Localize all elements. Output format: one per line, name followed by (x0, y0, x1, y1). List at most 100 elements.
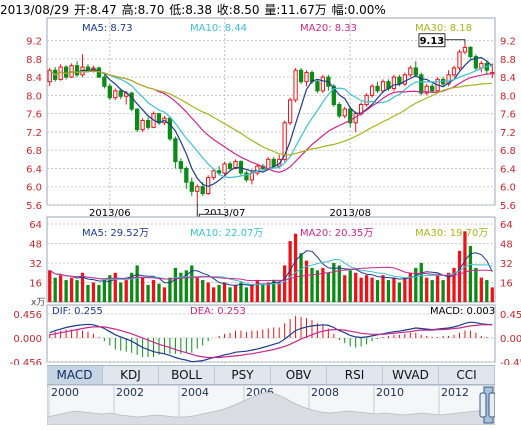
candle-body (113, 90, 118, 99)
volume-tick-right: 16 (500, 279, 513, 290)
timeline-navigator[interactable]: 2000 2002 2004 2006 2008 2010 2012 (47, 385, 495, 425)
candle-body (200, 186, 205, 195)
volume-bar (69, 277, 74, 302)
volume-bar (250, 284, 254, 302)
macd-legend-item: DIF: 0.255 (52, 306, 103, 317)
tab-wvad[interactable]: WVAD (383, 366, 439, 384)
volume-bar (228, 287, 232, 302)
stock-chart[interactable]: 9.2 9.2 8.8 8.8 8.4 8.4 8.0 8.0 7.6 7.6 7.2 7.2 6.8 6… (0, 0, 521, 365)
candle-body (287, 99, 293, 124)
volume-bar (80, 272, 85, 302)
candle-body (156, 113, 162, 124)
candle-body (446, 74, 451, 85)
tab-boll[interactable]: BOLL (159, 366, 215, 384)
price-tick-left: 7.2 (26, 128, 42, 139)
price-ma10-line (49, 65, 493, 179)
volume-bar (211, 287, 216, 302)
candle-body (468, 46, 473, 58)
tab-obv[interactable]: OBV (271, 366, 327, 384)
volume-bar (233, 284, 238, 302)
volume-bar (441, 280, 445, 302)
candle-body (167, 117, 173, 140)
volume-bar (403, 277, 407, 302)
candle-body (408, 67, 413, 76)
quote-volume: 量:11.67万 (264, 3, 327, 17)
price-tick-left: 7.6 (26, 110, 42, 121)
timeline-left-handle[interactable] (479, 392, 487, 418)
volume-legend-item: MA30: 19.70万 (415, 228, 488, 239)
volume-bar (392, 277, 396, 302)
price-panel-frame (46, 17, 496, 206)
candle-body (195, 186, 200, 192)
candle-body (369, 85, 375, 96)
candle-body (63, 66, 69, 78)
tab-rsi[interactable]: RSI (327, 366, 383, 384)
volume-bar (435, 275, 440, 302)
timeline-year-label: 2012 (441, 386, 469, 399)
volume-bar (321, 267, 325, 302)
volume-bar (91, 282, 96, 302)
volume-bar (468, 245, 473, 302)
volume-bar (457, 250, 462, 302)
volume-bar (255, 280, 259, 302)
price-tick-right: 6.0 (500, 183, 516, 194)
macd-legend-item: DEA: 0.253 (190, 306, 246, 317)
price-legend-item: MA20: 8.33 (300, 23, 357, 34)
candle-body (140, 120, 145, 131)
volume-bar (217, 284, 221, 302)
timeline-right-handle[interactable] (488, 392, 495, 418)
extreme-pointer (444, 39, 466, 44)
candle-body (129, 92, 134, 110)
quote-header: 2013/08/29 开:8.47 高:8.70 低:8.38 收:8.50 量… (0, 1, 387, 18)
price-tick-left: 8.0 (26, 91, 42, 102)
candle-body (135, 108, 140, 131)
candle-body (320, 76, 326, 92)
volume-tick-left: 16 (29, 279, 42, 290)
volume-bar (364, 275, 369, 302)
candle-body (102, 76, 107, 87)
volume-bar (135, 265, 139, 302)
candle-body (47, 69, 52, 83)
tab-cci[interactable]: CCI (439, 366, 495, 384)
candle-body (85, 66, 91, 71)
candle-body (391, 76, 397, 90)
volume-legend-item: MA10: 22.07万 (190, 228, 263, 239)
quote-high: 高:8.70 (121, 3, 165, 17)
volume-bar (173, 267, 178, 302)
macd-legend-item: MACD: 0.003 (430, 306, 495, 317)
volume-bar (277, 282, 281, 302)
extreme-value-box (418, 33, 446, 48)
quote-low: 低:8.38 (169, 3, 212, 17)
volume-bar (430, 280, 434, 302)
volume-bar (310, 267, 314, 302)
volume-bar (64, 280, 68, 302)
volume-bar (315, 270, 320, 302)
quote-close: 收:8.50 (216, 3, 260, 17)
tab-macd[interactable]: MACD (47, 366, 103, 384)
tab-kdj[interactable]: KDJ (103, 366, 159, 384)
candle-body (178, 161, 183, 169)
candle-body (233, 161, 238, 169)
volume-bar (474, 267, 478, 302)
price-tick-right: 7.6 (500, 110, 516, 121)
price-tick-left: 8.8 (26, 55, 42, 66)
timeline-year-label: 2002 (116, 386, 144, 399)
volume-bar (59, 275, 63, 302)
macd-dea-line (49, 324, 493, 359)
volume-bar (425, 277, 429, 302)
candle-body (304, 72, 309, 83)
candle-body (189, 181, 194, 192)
candle-body (145, 120, 151, 128)
volume-bar (157, 283, 161, 302)
tab-psy[interactable]: PSY (215, 366, 271, 384)
volume-tick-right: 48 (500, 240, 513, 251)
date-tick-label: 2013/07 (204, 208, 246, 219)
date-tick-label: 2013/06 (89, 208, 131, 219)
price-tick-left: 6.0 (26, 183, 42, 194)
volume-bar (266, 282, 270, 302)
macd-tick-right: -0.456 (500, 358, 521, 365)
price-tick-left: 9.2 (26, 37, 42, 48)
candle-body (216, 170, 222, 174)
candle-body (271, 158, 276, 167)
candle-body (282, 122, 287, 160)
